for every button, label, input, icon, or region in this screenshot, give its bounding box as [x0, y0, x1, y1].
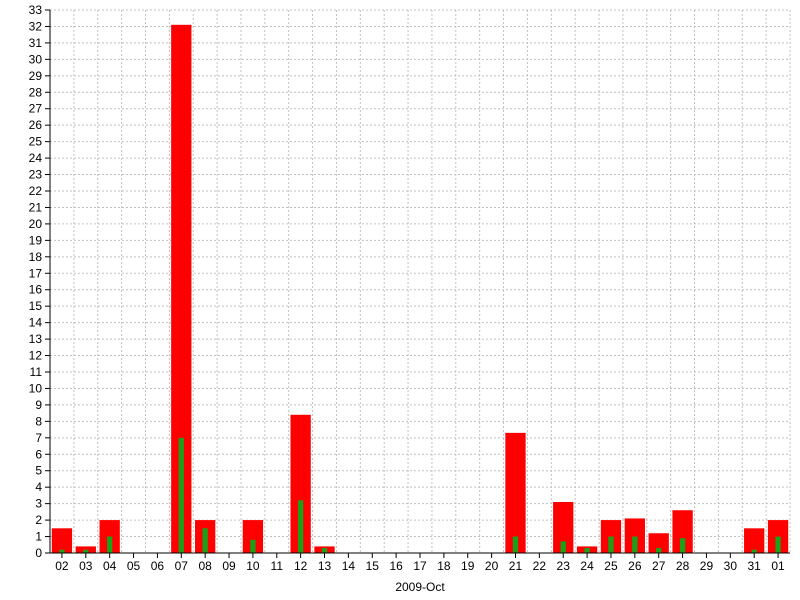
y-tick-label: 29 [29, 69, 43, 83]
x-tick-label: 30 [724, 559, 738, 573]
x-tick-label: 03 [79, 559, 93, 573]
x-tick-label: 13 [318, 559, 332, 573]
bar-chart: 0123456789101112131415161718192021222324… [0, 0, 800, 600]
y-tick-label: 21 [29, 200, 43, 214]
x-tick-label: 07 [175, 559, 189, 573]
x-tick-label: 09 [222, 559, 236, 573]
x-tick-label: 25 [604, 559, 618, 573]
red-series-bar [52, 528, 72, 553]
y-tick-label: 14 [29, 316, 43, 330]
y-tick-label: 2 [35, 513, 42, 527]
y-tick-label: 22 [29, 184, 43, 198]
x-tick-label: 06 [151, 559, 165, 573]
green-series-bar [656, 548, 661, 553]
y-tick-label: 13 [29, 332, 43, 346]
x-tick-label: 16 [389, 559, 403, 573]
y-tick-label: 1 [35, 530, 42, 544]
x-tick-label: 27 [652, 559, 666, 573]
x-tick-label: 14 [342, 559, 356, 573]
x-tick-label: 11 [271, 559, 284, 573]
x-tick-label: 01 [771, 559, 785, 573]
x-axis-title: 2009-Oct [395, 580, 445, 594]
green-series-bar [298, 500, 303, 553]
x-tick-label: 24 [580, 559, 594, 573]
y-tick-label: 32 [29, 19, 43, 33]
y-tick-label: 25 [29, 135, 43, 149]
y-tick-label: 28 [29, 85, 43, 99]
y-tick-label: 3 [35, 497, 42, 511]
grid [50, 10, 790, 553]
x-tick-label: 21 [509, 559, 523, 573]
green-series-bar [203, 528, 208, 553]
x-tick-label: 22 [533, 559, 547, 573]
green-series-bar [179, 438, 184, 553]
green-series-bar [632, 537, 637, 553]
x-tick-label: 20 [485, 559, 499, 573]
green-series-bar [775, 537, 780, 553]
green-series-bar [322, 548, 327, 553]
y-tick-label: 17 [29, 266, 43, 280]
y-tick-label: 0 [35, 546, 42, 560]
x-tick-label: 08 [198, 559, 212, 573]
red-series-bar [505, 433, 525, 553]
green-series-bar [584, 548, 589, 553]
y-tick-label: 10 [29, 381, 43, 395]
x-tick-label: 15 [366, 559, 380, 573]
y-tick-label: 15 [29, 299, 43, 313]
red-series-bar [744, 528, 764, 553]
green-series-bar [250, 540, 255, 553]
x-tick-label: 10 [246, 559, 260, 573]
x-tick-label: 28 [676, 559, 690, 573]
green-series-bar [608, 537, 613, 553]
x-tick-label: 12 [294, 559, 308, 573]
x-tick-label: 04 [103, 559, 117, 573]
y-tick-label: 27 [29, 102, 43, 116]
x-tick-label: 31 [748, 559, 762, 573]
x-tick-label: 05 [127, 559, 141, 573]
x-tick-label: 17 [413, 559, 427, 573]
y-tick-label: 26 [29, 118, 43, 132]
y-tick-label: 24 [29, 151, 43, 165]
y-tick-label: 9 [35, 398, 42, 412]
green-series-bar [513, 537, 518, 553]
y-tick-label: 18 [29, 250, 43, 264]
red-series [52, 25, 788, 553]
x-tick-label: 23 [557, 559, 571, 573]
y-tick-label: 30 [29, 52, 43, 66]
y-tick-label: 8 [35, 414, 42, 428]
y-tick-label: 4 [35, 480, 42, 494]
y-tick-label: 6 [35, 447, 42, 461]
y-tick-label: 7 [35, 431, 42, 445]
x-tick-label: 19 [461, 559, 475, 573]
y-tick-label: 20 [29, 217, 43, 231]
green-series-bar [680, 538, 685, 553]
y-tick-label: 33 [29, 3, 43, 17]
y-tick-label: 31 [29, 36, 43, 50]
y-tick-label: 19 [29, 233, 43, 247]
green-series-bar [561, 541, 566, 553]
x-tick-label: 02 [55, 559, 69, 573]
x-tick-label: 18 [437, 559, 451, 573]
x-tick-label: 26 [628, 559, 642, 573]
y-tick-label: 23 [29, 168, 43, 182]
x-tick-label: 29 [700, 559, 714, 573]
y-tick-label: 5 [35, 464, 42, 478]
y-tick-label: 12 [29, 349, 43, 363]
y-tick-label: 11 [30, 365, 43, 379]
green-series-bar [107, 537, 112, 553]
y-tick-label: 16 [29, 283, 43, 297]
